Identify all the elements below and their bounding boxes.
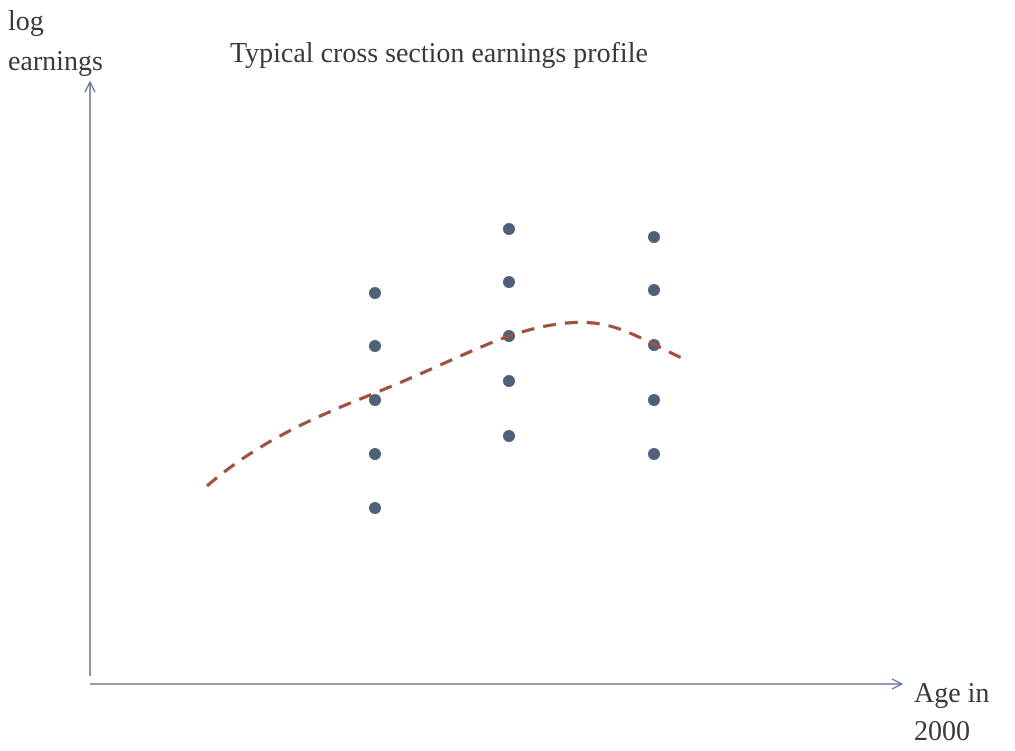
dot	[503, 430, 515, 442]
dot	[369, 340, 381, 352]
y-axis-label: earnings	[8, 46, 103, 77]
y-axis-label: log	[8, 6, 44, 37]
title: Typical cross section earnings profile	[230, 38, 648, 69]
dot	[503, 375, 515, 387]
dot	[503, 276, 515, 288]
x-axis-label: Age in	[914, 678, 989, 709]
dot	[503, 223, 515, 235]
dot	[648, 284, 660, 296]
dot	[648, 448, 660, 460]
dot	[648, 394, 660, 406]
dot	[369, 287, 381, 299]
x-axis-label: 2000	[914, 716, 970, 747]
dots	[369, 223, 660, 514]
profile-curve	[205, 320, 687, 488]
dot	[648, 231, 660, 243]
dot	[369, 448, 381, 460]
dot	[369, 502, 381, 514]
dot	[369, 394, 381, 406]
